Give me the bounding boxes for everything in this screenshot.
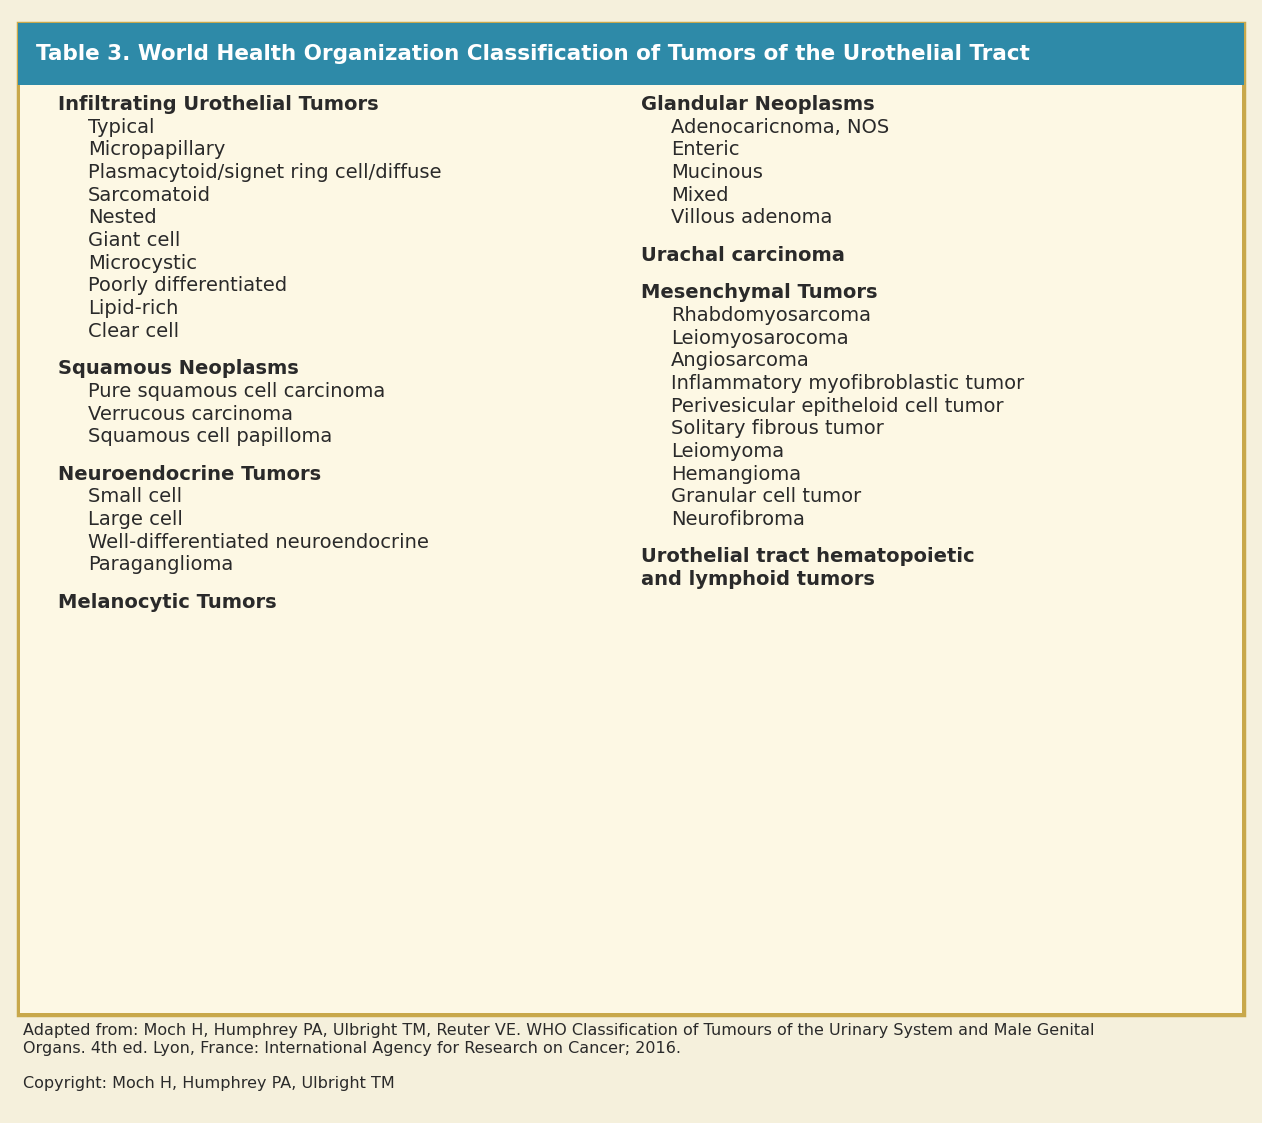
Text: Squamous cell papilloma: Squamous cell papilloma bbox=[88, 427, 332, 446]
Text: Pure squamous cell carcinoma: Pure squamous cell carcinoma bbox=[88, 382, 385, 401]
Text: Lipid-rich: Lipid-rich bbox=[88, 299, 178, 318]
Text: Nested: Nested bbox=[88, 209, 156, 227]
Text: Verrucous carcinoma: Verrucous carcinoma bbox=[88, 404, 293, 423]
Text: Perivesicular epitheloid cell tumor: Perivesicular epitheloid cell tumor bbox=[671, 396, 1003, 416]
Text: Glandular Neoplasms: Glandular Neoplasms bbox=[641, 95, 875, 115]
Text: Leiomyoma: Leiomyoma bbox=[671, 442, 784, 462]
Bar bbox=[18, 22, 1244, 85]
Text: Mucinous: Mucinous bbox=[671, 163, 762, 182]
Text: Giant cell: Giant cell bbox=[88, 231, 180, 250]
Text: Microcystic: Microcystic bbox=[88, 254, 197, 273]
Bar bbox=[20, 85, 1242, 1013]
Text: Large cell: Large cell bbox=[88, 510, 183, 529]
Text: Urothelial tract hematopoietic: Urothelial tract hematopoietic bbox=[641, 548, 974, 566]
Text: Neuroendocrine Tumors: Neuroendocrine Tumors bbox=[58, 465, 321, 484]
Text: Micropapillary: Micropapillary bbox=[88, 140, 226, 159]
Text: Villous adenoma: Villous adenoma bbox=[671, 209, 833, 227]
Text: Granular cell tumor: Granular cell tumor bbox=[671, 487, 861, 506]
Text: Enteric: Enteric bbox=[671, 140, 740, 159]
Text: Angiosarcoma: Angiosarcoma bbox=[671, 351, 810, 371]
Text: Melanocytic Tumors: Melanocytic Tumors bbox=[58, 593, 276, 612]
Text: Well-differentiated neuroendocrine: Well-differentiated neuroendocrine bbox=[88, 532, 429, 551]
Text: Inflammatory myofibroblastic tumor: Inflammatory myofibroblastic tumor bbox=[671, 374, 1025, 393]
Text: Table 3. World Health Organization Classification of Tumors of the Urothelial Tr: Table 3. World Health Organization Class… bbox=[37, 44, 1030, 64]
Text: Rhabdomyosarcoma: Rhabdomyosarcoma bbox=[671, 305, 871, 325]
Text: Adenocaricnoma, NOS: Adenocaricnoma, NOS bbox=[671, 118, 890, 137]
Text: Clear cell: Clear cell bbox=[88, 322, 179, 340]
Text: Small cell: Small cell bbox=[88, 487, 182, 506]
Bar bbox=[18, 22, 1244, 1015]
Text: Plasmacytoid/signet ring cell/diffuse: Plasmacytoid/signet ring cell/diffuse bbox=[88, 163, 442, 182]
Text: Solitary fibrous tumor: Solitary fibrous tumor bbox=[671, 419, 883, 438]
Text: Adapted from: Moch H, Humphrey PA, Ulbright TM, Reuter VE. WHO Classification of: Adapted from: Moch H, Humphrey PA, Ulbri… bbox=[23, 1023, 1094, 1038]
Text: and lymphoid tumors: and lymphoid tumors bbox=[641, 570, 875, 590]
Text: Poorly differentiated: Poorly differentiated bbox=[88, 276, 288, 295]
Text: Mesenchymal Tumors: Mesenchymal Tumors bbox=[641, 283, 877, 302]
Text: Infiltrating Urothelial Tumors: Infiltrating Urothelial Tumors bbox=[58, 95, 379, 115]
Text: Typical: Typical bbox=[88, 118, 154, 137]
Text: Urachal carcinoma: Urachal carcinoma bbox=[641, 246, 844, 265]
Text: Mixed: Mixed bbox=[671, 185, 728, 204]
Text: Leiomyosarocoma: Leiomyosarocoma bbox=[671, 329, 848, 348]
Text: Neurofibroma: Neurofibroma bbox=[671, 510, 805, 529]
Text: Hemangioma: Hemangioma bbox=[671, 465, 801, 484]
Text: Sarcomatoid: Sarcomatoid bbox=[88, 185, 211, 204]
Text: Organs. 4th ed. Lyon, France: International Agency for Research on Cancer; 2016.: Organs. 4th ed. Lyon, France: Internatio… bbox=[23, 1041, 681, 1056]
Text: Squamous Neoplasms: Squamous Neoplasms bbox=[58, 359, 299, 378]
Text: Paraganglioma: Paraganglioma bbox=[88, 556, 233, 574]
Text: Copyright: Moch H, Humphrey PA, Ulbright TM: Copyright: Moch H, Humphrey PA, Ulbright… bbox=[23, 1077, 395, 1092]
